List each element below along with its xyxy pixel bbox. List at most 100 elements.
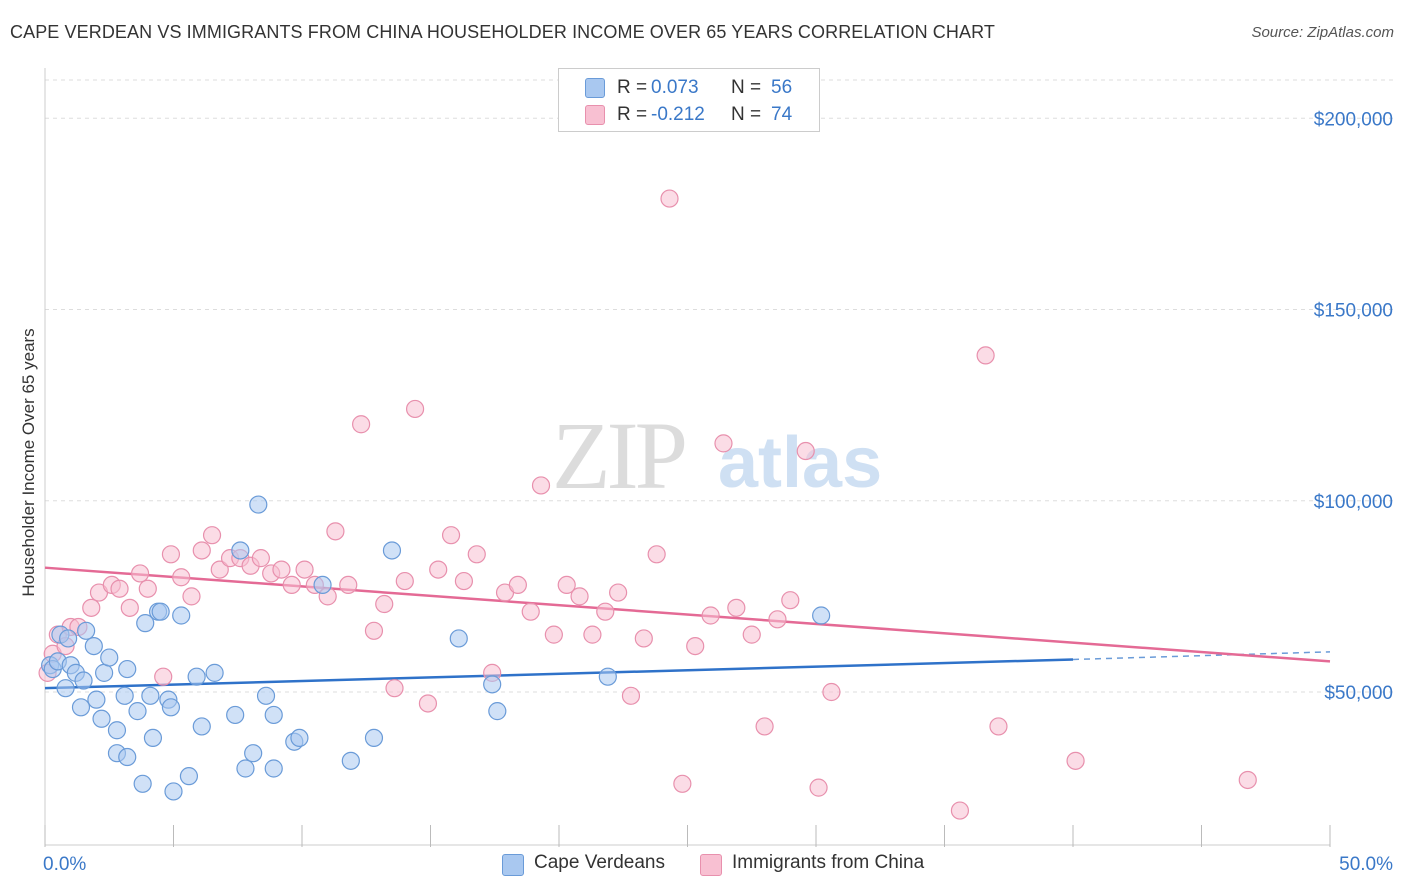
data-point-pink: [375, 594, 394, 614]
legend-swatch-pink: [585, 105, 605, 125]
data-point-pink: [544, 625, 563, 644]
data-point-pink: [282, 575, 301, 595]
data-point-blue: [179, 767, 199, 786]
legend-swatch-blue: [585, 78, 605, 98]
data-point-blue: [249, 495, 268, 514]
data-point-blue: [598, 667, 617, 686]
data-point-pink: [755, 717, 774, 736]
bottom-legend-label: Cape Verdeans: [534, 852, 665, 873]
data-point-pink: [714, 434, 733, 453]
data-point-blue: [231, 541, 250, 560]
data-point-pink: [272, 560, 291, 579]
data-point-pink: [686, 636, 705, 656]
data-point-blue: [313, 575, 332, 595]
data-point-blue: [161, 698, 181, 717]
legend-r-value: -0.212: [651, 104, 705, 125]
data-point-pink: [192, 541, 211, 560]
data-point-pink: [673, 774, 692, 793]
data-point-pink: [557, 575, 576, 595]
y-tick-label: $150,000: [1314, 301, 1393, 322]
data-point-pink: [976, 346, 995, 365]
data-point-pink: [950, 801, 970, 820]
data-point-pink: [727, 598, 746, 617]
stats-legend: R = 0.073 N = 56 R = -0.212 N = 74: [558, 68, 820, 132]
data-point-pink: [82, 598, 101, 617]
data-point-pink: [583, 625, 602, 644]
data-point-pink: [742, 625, 761, 644]
data-point-pink: [130, 564, 150, 583]
trend-line-cape-verdeans: [44, 658, 1074, 690]
data-point-pink: [467, 545, 486, 564]
data-point-blue: [128, 702, 147, 721]
grid: [45, 79, 1395, 693]
data-point-blue: [107, 721, 127, 740]
legend-r-label: R =: [617, 77, 648, 98]
data-point-pink: [1238, 770, 1257, 790]
trend-line-immigrants-from-china: [44, 566, 1331, 663]
data-point-blue: [812, 606, 831, 625]
legend-n-label: N =: [731, 104, 762, 125]
axes: [44, 68, 1331, 847]
data-point-blue: [226, 705, 245, 725]
data-point-pink: [405, 399, 425, 419]
data-point-blue: [151, 602, 170, 621]
data-point-pink: [521, 602, 540, 621]
data-point-blue: [95, 663, 114, 682]
data-point-blue: [141, 686, 160, 705]
data-point-blue: [133, 774, 152, 793]
legend-n-label: N =: [731, 77, 762, 98]
data-point-blue: [172, 606, 191, 625]
data-point-pink: [120, 598, 139, 617]
legend-row-immigrants-from-china: R = -0.212 N = 74: [559, 100, 819, 128]
y-tick-label: $50,000: [1324, 683, 1393, 704]
data-point-pink: [352, 415, 371, 434]
data-point-pink: [395, 571, 414, 591]
data-point-blue: [118, 747, 137, 767]
watermark-zip: ZIP: [552, 402, 688, 509]
data-point-pink: [172, 568, 191, 587]
data-point-pink: [768, 610, 787, 629]
data-point-pink: [182, 587, 201, 606]
data-point-blue: [205, 663, 224, 682]
x-tick-label: 50.0%: [1339, 854, 1393, 875]
data-point-pink: [202, 526, 222, 545]
data-point-blue: [290, 728, 309, 748]
data-point-blue: [488, 702, 507, 721]
data-point-blue: [71, 698, 91, 717]
data-point-pink: [161, 545, 181, 564]
data-point-pink: [429, 560, 448, 579]
data-point-blue: [164, 782, 183, 801]
data-point-pink: [809, 778, 828, 797]
data-point-pink: [796, 441, 815, 461]
data-point-blue: [244, 744, 263, 763]
trend-line-cape-verdeans-extension: [1072, 651, 1331, 661]
chart-title: CAPE VERDEAN VS IMMIGRANTS FROM CHINA HO…: [10, 22, 995, 42]
data-point-blue: [264, 705, 283, 725]
data-point-pink: [441, 526, 461, 545]
data-point-pink: [609, 583, 628, 602]
data-point-pink: [621, 686, 641, 705]
legend-r-value: 0.073: [651, 77, 699, 98]
y-tick-label: $100,000: [1314, 492, 1393, 513]
data-point-blue: [115, 686, 134, 705]
data-point-pink: [634, 629, 653, 648]
data-point-pink: [822, 682, 841, 702]
data-point-pink: [138, 579, 157, 598]
data-point-blue: [264, 759, 283, 778]
data-point-blue: [118, 659, 137, 679]
x-tick-label: 0.0%: [43, 854, 86, 875]
data-point-blue: [77, 621, 96, 640]
data-point-pink: [339, 575, 358, 595]
data-point-blue: [483, 675, 502, 694]
data-point-blue: [56, 679, 75, 698]
data-point-pink: [660, 189, 679, 208]
legend-r-label: R =: [617, 104, 648, 125]
bottom-legend-swatch-blue: [502, 854, 524, 876]
bottom-legend-swatch-pink: [700, 854, 722, 876]
legend-n-value: 56: [771, 77, 793, 98]
data-point-blue: [87, 690, 106, 709]
data-point-blue: [449, 629, 468, 648]
data-point-blue: [74, 671, 93, 690]
data-point-pink: [989, 717, 1008, 736]
y-tick-label: $200,000: [1314, 109, 1393, 130]
